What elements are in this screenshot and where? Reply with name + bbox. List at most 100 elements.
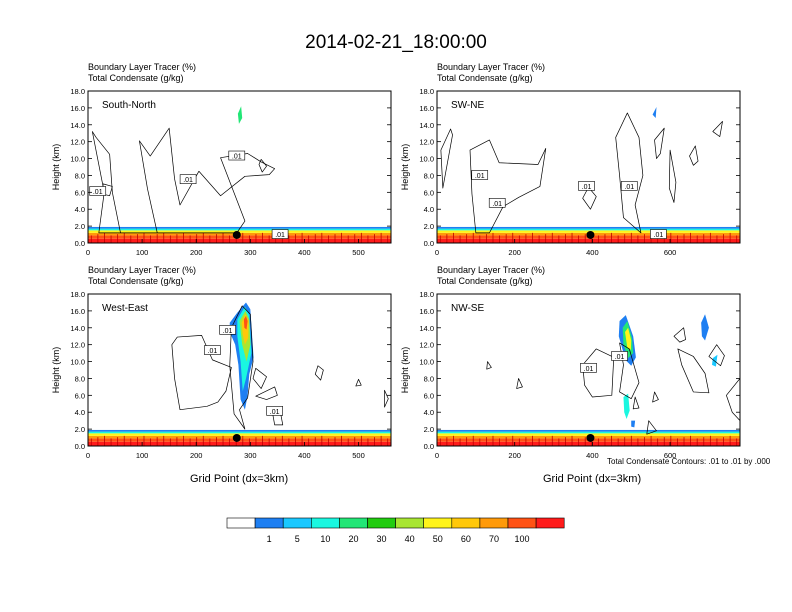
panel-south-north: Boundary Layer Tracer (%)Total Condensat… [51, 62, 392, 257]
condensate-fill [243, 315, 248, 330]
contour-label-box [89, 186, 107, 196]
y-tick-label: 8.0 [424, 171, 434, 180]
contour-line [582, 186, 597, 210]
contour-label: .01 [208, 348, 218, 355]
contour-line [708, 344, 725, 367]
y-tick-label: 2.0 [424, 222, 434, 231]
colorbar: 1 5 10 20 30 40 50 60 70 100 [226, 517, 565, 544]
tracer-band [88, 441, 391, 446]
tracer-band [88, 238, 391, 243]
y-tick-label: 16.0 [419, 104, 434, 113]
contour-line [615, 112, 644, 234]
contour-label: .01 [492, 201, 502, 208]
contour-label: .01 [275, 232, 285, 239]
colorbar-label: 5 [295, 534, 300, 544]
colorbar-swatch [479, 517, 509, 529]
panel-label: South-North [102, 100, 156, 111]
y-tick-label: 6.0 [75, 188, 85, 197]
contour-label: .01 [183, 177, 193, 184]
y-axis-title: Height (km) [400, 144, 410, 191]
x-tick-label: 400 [586, 248, 599, 257]
x-tick-label: 0 [435, 451, 439, 460]
contour-line [171, 335, 232, 411]
x-tick-label: 300 [244, 248, 257, 257]
contour-line [314, 365, 324, 381]
contour-line [440, 128, 453, 189]
y-tick-label: 14.0 [419, 121, 434, 130]
y-tick-label: 4.0 [75, 205, 85, 214]
contour-label-box [204, 345, 221, 355]
y-tick-label: 6.0 [424, 188, 434, 197]
contour-label-box [488, 198, 506, 208]
colorbar-swatch [367, 517, 396, 529]
panel-header-tracer: Boundary Layer Tracer (%) [88, 265, 196, 275]
contour-line [652, 391, 659, 403]
x-tick-label: 200 [508, 451, 521, 460]
plot-frame [87, 90, 392, 244]
y-tick-label: 12.0 [419, 138, 434, 147]
y-tick-label: 18.0 [419, 290, 434, 299]
panel-nw-se: Boundary Layer Tracer (%)Total Condensat… [400, 265, 741, 460]
colorbar-label: 70 [489, 534, 499, 544]
y-tick-label: 16.0 [70, 307, 85, 316]
contour-line [516, 378, 523, 389]
y-tick-label: 2.0 [75, 222, 85, 231]
x-tick-label: 200 [190, 248, 203, 257]
y-tick-label: 12.0 [419, 341, 434, 350]
contour-line [673, 327, 686, 343]
location-marker [232, 230, 241, 239]
tracer-band [437, 228, 740, 231]
y-tick-label: 10.0 [70, 358, 85, 367]
colorbar-label: 20 [348, 534, 358, 544]
contour-line [582, 348, 615, 398]
contour-label: .01 [475, 173, 485, 180]
contour-label: .01 [93, 189, 103, 196]
plot-frame [436, 293, 741, 447]
contour-line [384, 389, 389, 408]
tracer-band [88, 226, 391, 229]
colorbar-swatch [451, 517, 481, 529]
contour-label-box [266, 406, 283, 416]
panel-label: NW-SE [451, 303, 484, 314]
x-tick-label: 400 [298, 248, 311, 257]
panel-label: West-East [102, 303, 148, 314]
x-tick-label: 600 [664, 248, 677, 257]
x-tick-label: 0 [86, 451, 90, 460]
colorbar-swatch [535, 517, 565, 529]
y-axis-title: Height (km) [51, 347, 61, 394]
contour-label: .01 [624, 184, 634, 191]
contour-label: .01 [582, 184, 592, 191]
colorbar-swatch [282, 517, 312, 529]
y-tick-label: 14.0 [70, 324, 85, 333]
contour-label: .01 [654, 232, 664, 239]
colorbar-swatch [423, 517, 453, 529]
y-tick-label: 18.0 [419, 87, 434, 96]
colorbar-swatch [254, 517, 284, 529]
colorbar-label: 40 [405, 534, 415, 544]
contour-note: Total Condensate Contours: .01 to .01 by… [607, 457, 771, 466]
y-tick-label: 10.0 [419, 155, 434, 164]
contour-line [258, 159, 267, 173]
x-tick-label: 500 [352, 248, 365, 257]
y-tick-label: 16.0 [70, 104, 85, 113]
y-tick-label: 18.0 [70, 87, 85, 96]
panel-header-condensate: Total Condensate (g/kg) [88, 276, 184, 286]
panel-header-tracer: Boundary Layer Tracer (%) [88, 62, 196, 72]
condensate-fill [701, 314, 709, 341]
colorbar-label: 60 [461, 534, 471, 544]
contour-label: .01 [615, 354, 625, 361]
contour-label-box [611, 351, 628, 361]
y-tick-label: 8.0 [424, 374, 434, 383]
tracer-band [437, 226, 740, 229]
x-tick-label: 400 [586, 451, 599, 460]
x-tick-label: 200 [190, 451, 203, 460]
y-tick-label: 0.0 [75, 442, 85, 451]
contour-label-box [471, 170, 489, 180]
contour-line [646, 420, 657, 435]
y-tick-label: 4.0 [424, 205, 434, 214]
y-tick-label: 10.0 [70, 155, 85, 164]
y-tick-label: 6.0 [424, 391, 434, 400]
tracer-band [437, 431, 740, 434]
contour-line [255, 386, 278, 400]
